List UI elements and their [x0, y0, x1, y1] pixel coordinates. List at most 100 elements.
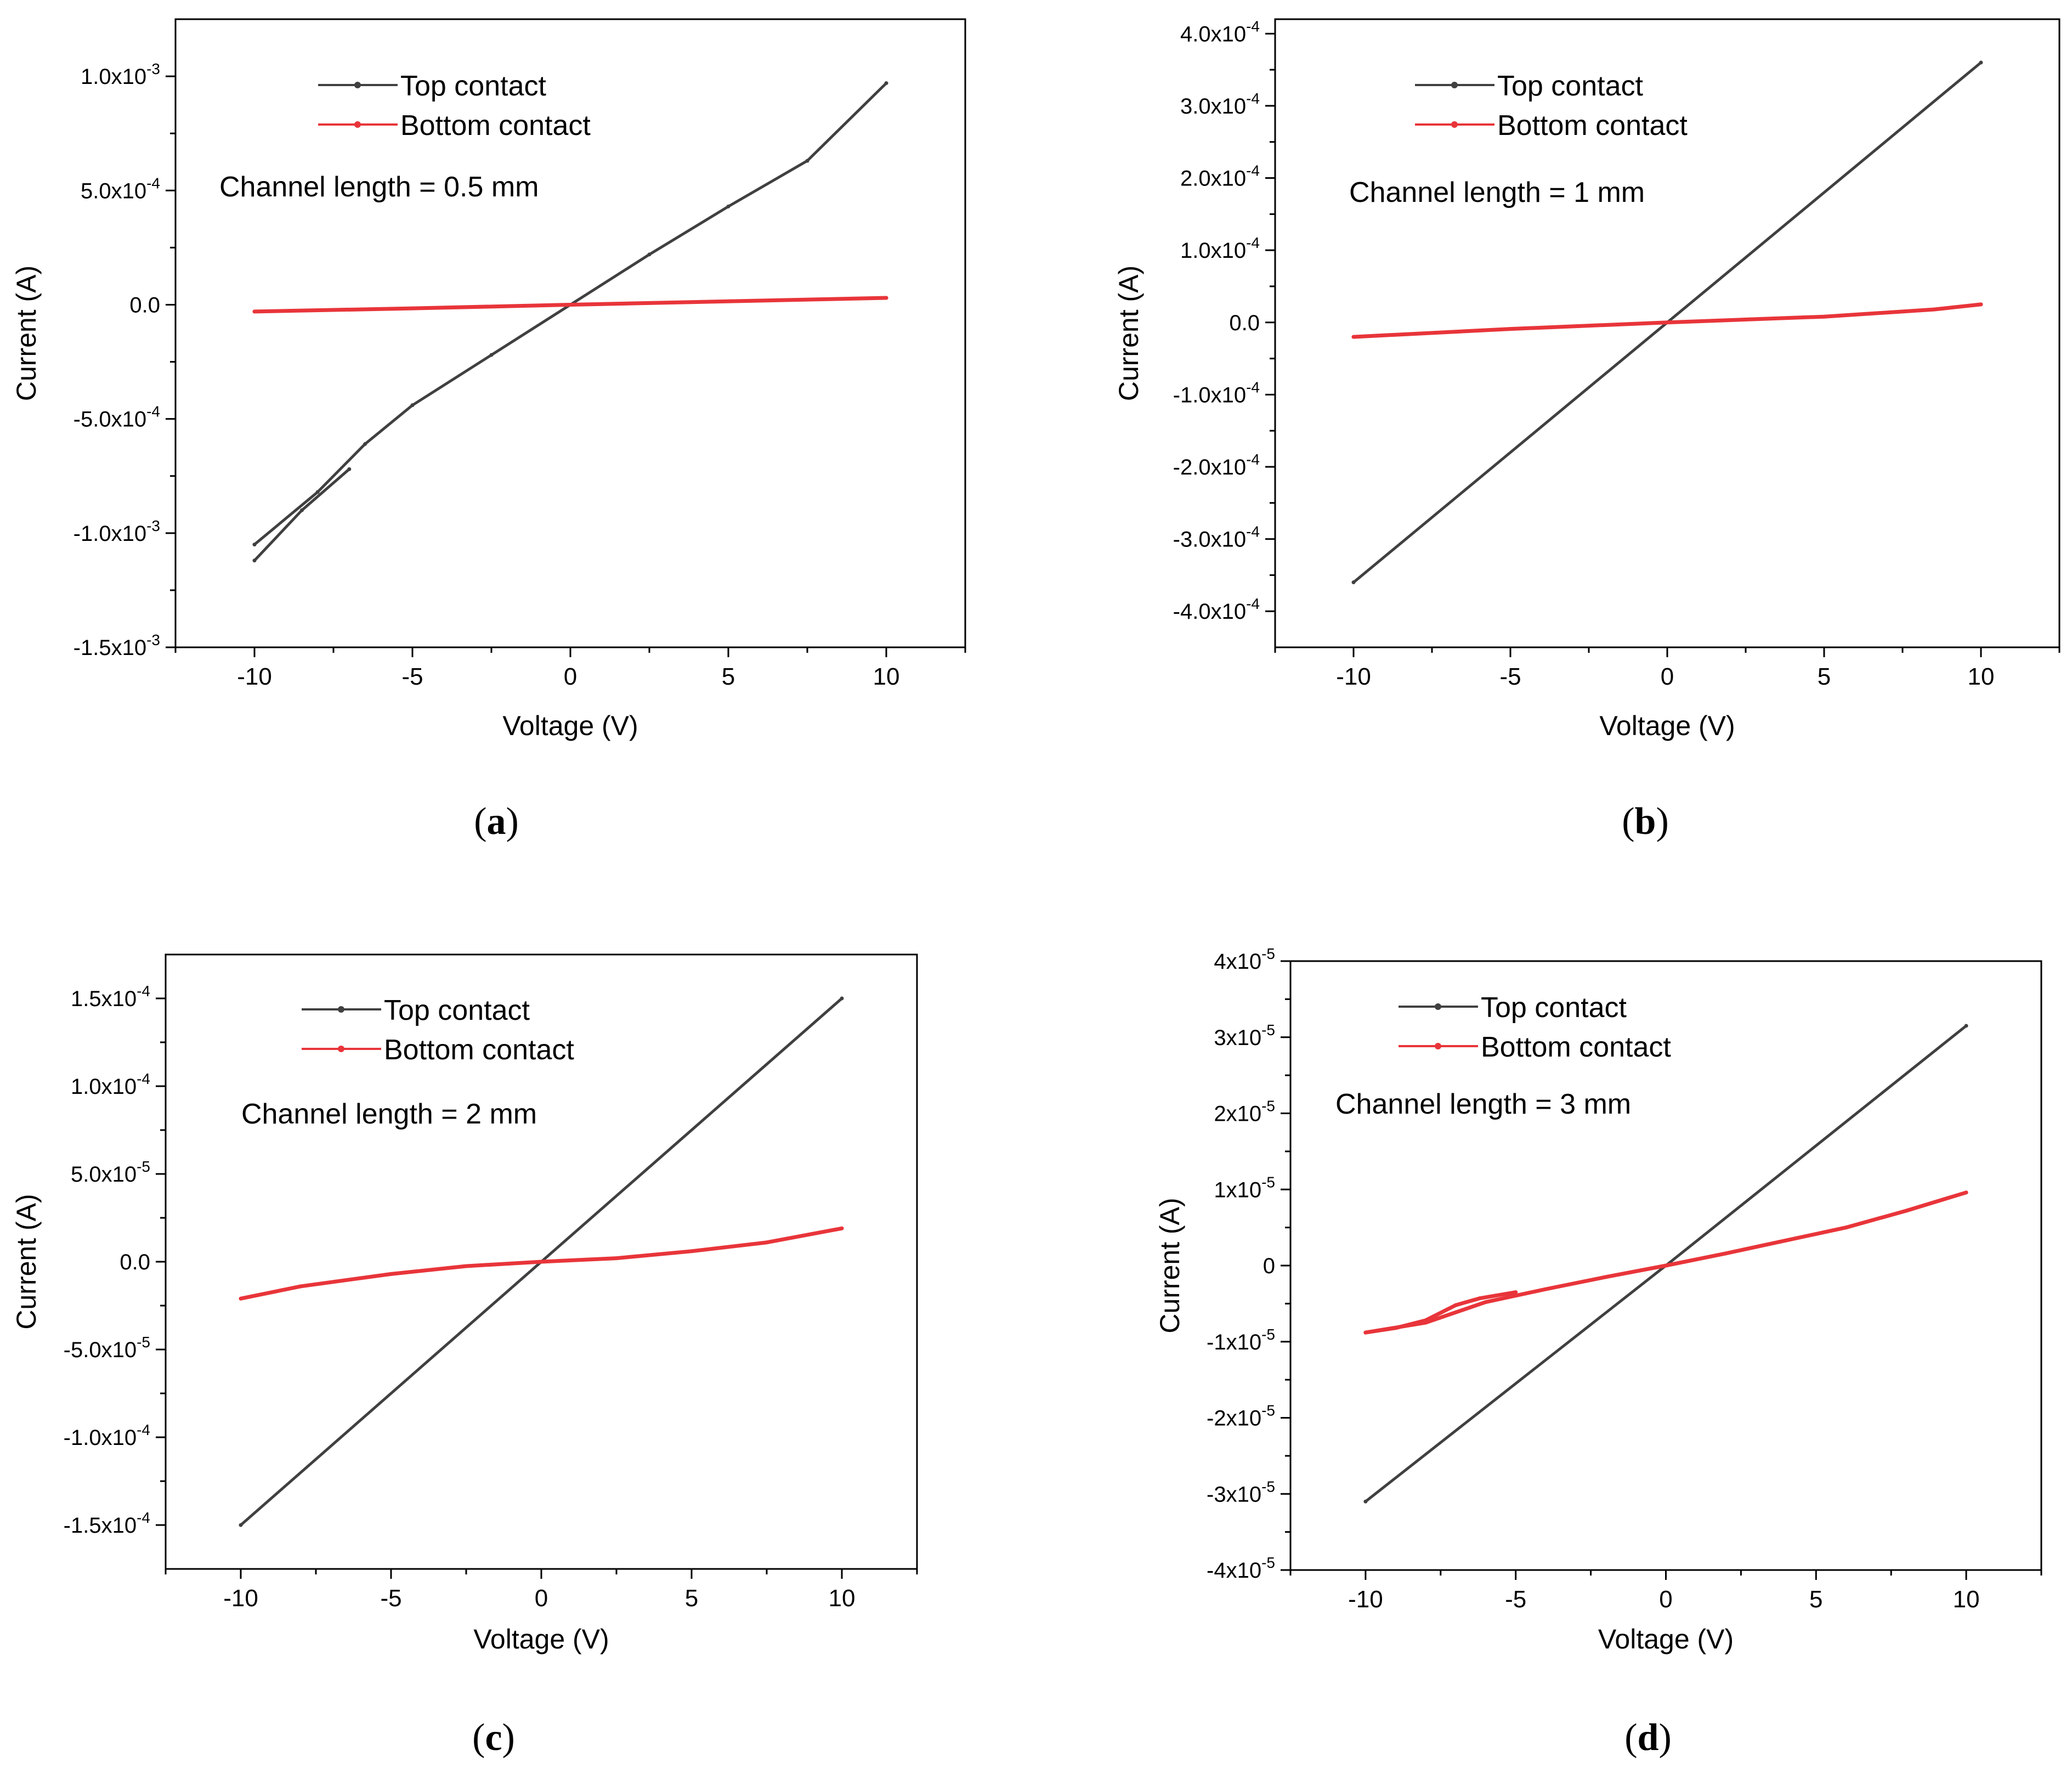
data-point-bottom-1	[1665, 320, 1669, 325]
y-tick-label: -1x10-5	[1207, 1326, 1275, 1354]
y-tick-mantissa: 1.0x10	[1180, 239, 1246, 263]
y-tick-exponent: -4	[1246, 451, 1260, 468]
x-tick-label: -5	[401, 663, 423, 690]
caption-close-paren: )	[1658, 1716, 1671, 1759]
y-tick-exponent: -5	[1261, 1402, 1275, 1419]
x-axis-label: Voltage (V)	[1598, 1624, 1734, 1655]
y-tick-exponent: -4	[137, 983, 150, 1000]
y-tick-mantissa: 0.0	[129, 293, 160, 317]
data-point-bottom-2	[1423, 1318, 1428, 1323]
data-point-top-0	[1979, 60, 1983, 65]
y-tick-label: 2.0x10-4	[1180, 162, 1260, 191]
legend-marker	[1435, 1043, 1441, 1049]
y-axis-label: Current (A)	[11, 1194, 42, 1329]
legend-marker	[354, 121, 361, 128]
y-tick-label: 0.0	[129, 293, 160, 317]
data-point-bottom-2	[1453, 1303, 1458, 1307]
y-tick-label: -5.0x10-5	[64, 1334, 150, 1362]
y-tick-mantissa: 0	[1263, 1254, 1275, 1278]
data-point-bottom-1	[464, 1264, 468, 1268]
y-tick-label: -1.0x10-4	[1173, 379, 1260, 407]
y-tick-mantissa: 2.0x10	[1180, 167, 1246, 191]
y-axis-label: Current (A)	[1113, 266, 1144, 401]
data-point-bottom-1	[239, 1296, 243, 1301]
data-point-top-0	[805, 159, 809, 163]
legend-marker	[338, 1046, 344, 1052]
y-tick-exponent: -4	[137, 1509, 150, 1526]
data-point-bottom-2	[1514, 1290, 1518, 1295]
y-tick-mantissa: -1.5x10	[73, 636, 146, 660]
data-point-top-0	[1363, 1499, 1368, 1504]
y-tick-mantissa: 1.0x10	[71, 1075, 137, 1099]
caption-letter: a	[487, 800, 506, 843]
data-point-top-0	[884, 81, 888, 86]
data-point-top-0	[363, 442, 367, 446]
legend: Top contact Bottom contact	[1415, 70, 1688, 142]
data-point-bottom-2	[1477, 1296, 1482, 1301]
x-axis-label: Voltage (V)	[1599, 710, 1735, 741]
series-line-bottom	[1363, 1290, 1518, 1335]
x-axis-label: Voltage (V)	[502, 710, 638, 741]
y-tick-label: 1x10-5	[1214, 1173, 1275, 1202]
y-tick-exponent: -4	[1246, 379, 1260, 396]
caption-letter: d	[1638, 1716, 1659, 1759]
data-point-bottom-1	[1664, 1263, 1668, 1268]
legend-marker	[1451, 121, 1458, 128]
legend-label: Bottom contact	[384, 1034, 574, 1066]
y-tick-mantissa: -2.0x10	[1173, 455, 1246, 479]
y-tick-exponent: -5	[1261, 1554, 1275, 1571]
y-axis-label: Current (A)	[1154, 1198, 1185, 1333]
y-tick-label: -1.0x10-4	[64, 1421, 150, 1450]
data-point-top-0	[410, 403, 415, 408]
y-tick-label: 3x10-5	[1214, 1021, 1275, 1050]
y-tick-mantissa: 1.0x10	[81, 65, 146, 89]
y-tick-mantissa: 5.0x10	[71, 1162, 137, 1187]
y-tick-mantissa: 1.5x10	[71, 987, 137, 1011]
x-tick-label: -5	[380, 1585, 401, 1612]
y-tick-label: 5.0x10-4	[81, 174, 160, 203]
y-tick-exponent: -4	[1246, 595, 1260, 612]
data-point-top-1	[347, 467, 352, 471]
data-point-bottom-1	[1484, 1300, 1488, 1305]
legend-label: Bottom contact	[1481, 1031, 1671, 1063]
legend-marker	[1451, 82, 1458, 88]
panel-d: -10 -5 0 5 104x10-53x10-52x10-51x10-50-1x10-…	[1154, 945, 2042, 1759]
y-tick-label: -4x10-5	[1207, 1554, 1275, 1583]
y-tick-label: 1.0x10-4	[1180, 234, 1260, 263]
y-tick-exponent: -4	[1246, 18, 1260, 35]
y-tick-exponent: -4	[146, 174, 160, 191]
data-point-bottom-1	[1604, 1275, 1608, 1279]
data-point-top-0	[840, 996, 844, 1001]
data-point-bottom-1	[389, 1272, 393, 1276]
caption-letter: c	[485, 1716, 502, 1759]
y-tick-exponent: -5	[137, 1334, 150, 1351]
data-point-bottom-1	[1932, 307, 1936, 312]
y-tick-exponent: -5	[1261, 1326, 1275, 1343]
y-tick-label: 0	[1263, 1254, 1275, 1278]
data-point-top-1	[252, 558, 257, 563]
data-point-bottom-2	[726, 299, 731, 303]
x-tick-label: 5	[1809, 1586, 1822, 1613]
y-tick-label: 0.0	[120, 1250, 150, 1274]
panel-b: -10 -5 0 5 104.0x10-43.0x10-42.0x10-41.0x10-…	[1113, 18, 2060, 843]
legend-marker	[354, 82, 361, 88]
data-point-bottom-1	[1844, 1226, 1848, 1230]
legend: Top contact Bottom contact	[1399, 992, 1671, 1063]
y-tick-label: 1.5x10-4	[71, 983, 150, 1011]
y-tick-mantissa: 3.0x10	[1180, 94, 1246, 118]
x-tick-label: -10	[1348, 1586, 1383, 1613]
y-tick-mantissa: 3x10	[1214, 1026, 1261, 1050]
data-point-bottom-1	[1964, 1190, 1968, 1195]
legend-label: Top contact	[400, 70, 546, 102]
y-tick-mantissa: 1x10	[1214, 1178, 1261, 1202]
y-tick-mantissa: 4.0x10	[1180, 22, 1246, 46]
y-tick-exponent: -4	[1246, 162, 1260, 179]
panel-caption: (b)	[1622, 800, 1669, 843]
y-tick-label: -1.5x10-4	[64, 1509, 150, 1538]
data-point-top-0	[239, 1523, 243, 1527]
legend-label: Bottom contact	[1497, 110, 1688, 142]
legend: Top contact Bottom contact	[302, 995, 574, 1066]
legend-marker	[1435, 1003, 1441, 1010]
caption-close-paren: )	[1656, 800, 1668, 843]
